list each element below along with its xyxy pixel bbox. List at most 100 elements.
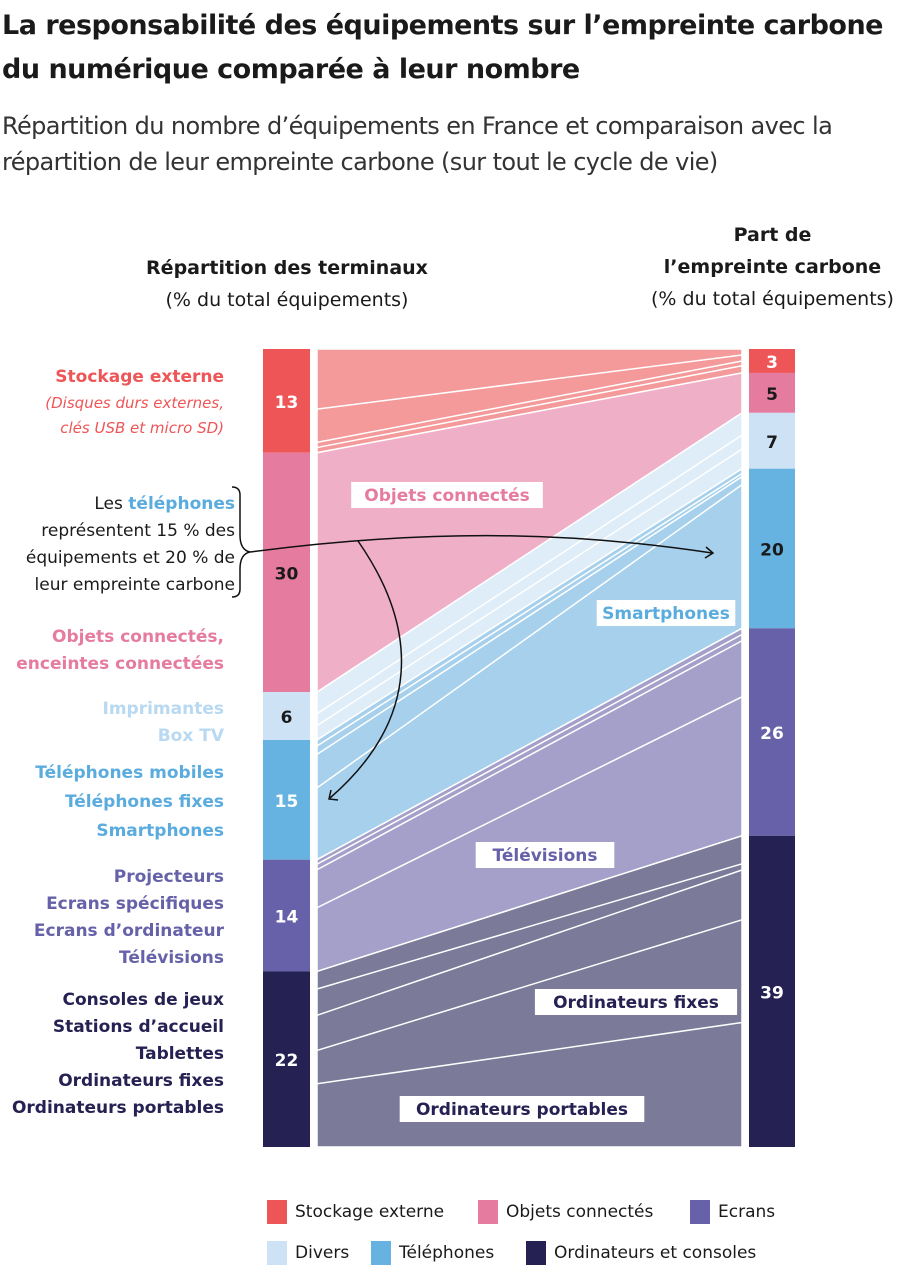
arrow-head-down-icon — [328, 789, 339, 801]
flow-divider — [316, 1021, 743, 1085]
left-header-title: Répartition des terminaux — [146, 257, 428, 279]
label-ecrans-1: Projecteurs — [113, 867, 224, 887]
label-telephones-1: Téléphones mobiles — [35, 763, 224, 783]
arrow-head-right-icon — [704, 546, 715, 559]
label-ordis-5: Ordinateurs portables — [11, 1098, 224, 1118]
right-bar-ecrans — [749, 628, 795, 836]
flow-divider — [316, 434, 743, 715]
left-bar-ecrans — [263, 859, 310, 972]
legend-swatch — [526, 1241, 546, 1265]
left-value-label-ecrans: 14 — [275, 908, 299, 928]
left-value-label-objets-connectes: 30 — [275, 564, 299, 584]
label-stockage-detail-1: (Disques durs externes, — [45, 394, 224, 412]
label-ordis-3: Tablettes — [135, 1044, 224, 1064]
left-bar-stockage-externe — [263, 349, 310, 453]
right-value-label-ordinateurs-et-consoles: 39 — [760, 983, 784, 1003]
right-bar-telephones — [749, 468, 795, 629]
legend-item-ecrans: Ecrans — [690, 1200, 775, 1224]
left-bar-ordinateurs-et-consoles — [263, 971, 310, 1147]
legend-item-telephones: Téléphones — [371, 1241, 494, 1265]
right-bar-objets-connectes — [749, 372, 795, 413]
flow-label-objets: Objets connectés — [351, 482, 543, 508]
chart-title: La responsabilité des équipements sur l’… — [2, 10, 884, 85]
right-value-label-stockage-externe: 3 — [766, 353, 778, 373]
right-value-label-divers: 7 — [766, 433, 778, 453]
flow-divider — [316, 863, 743, 990]
right-bar-divers — [749, 412, 795, 469]
flow-divider — [316, 448, 743, 727]
legend-item-stockage: Stockage externe — [267, 1200, 444, 1224]
left-value-label-telephones: 15 — [275, 792, 299, 812]
right-header-title-2: l’empreinte carbone — [663, 256, 882, 278]
flow-label-smartphones: Smartphones — [596, 600, 736, 626]
flow-divider — [316, 354, 743, 410]
arrow-to-equipment — [329, 540, 403, 799]
label-ordis: Consoles de jeux Stations d’accueil Tabl… — [12, 987, 224, 1122]
legend-swatch — [690, 1200, 710, 1224]
legend-label: Stockage externe — [295, 1202, 445, 1222]
label-objets-2: enceintes connectées — [16, 654, 224, 674]
label-telephones-3: Smartphones — [96, 821, 224, 841]
arrow-to-carbon — [249, 534, 713, 554]
legend-swatch — [371, 1241, 391, 1265]
flow-divider — [316, 360, 743, 444]
left-column-header: Répartition des terminaux (% du total éq… — [117, 252, 457, 316]
annotation-line-4: leur empreinte carbone — [34, 575, 235, 595]
label-divers-2: Box TV — [157, 726, 224, 746]
legend-label: Ecrans — [718, 1202, 776, 1222]
right-header-unit: (% du total équipements) — [651, 288, 894, 310]
left-bar-divers — [263, 692, 310, 741]
legend-swatch — [267, 1200, 287, 1224]
svg-text:Smartphones: Smartphones — [602, 604, 730, 624]
flow-divider — [316, 472, 743, 747]
right-value-label-objets-connectes: 5 — [766, 385, 778, 405]
right-header-title-1: Part de — [733, 224, 812, 246]
left-bar-telephones — [263, 740, 310, 860]
label-telephones-2: Téléphones fixes — [64, 792, 224, 812]
legend-item-divers: Divers — [267, 1241, 349, 1265]
flow-divider — [316, 476, 743, 756]
svg-text:Objets connectés: Objets connectés — [364, 486, 529, 506]
left-value-label-stockage-externe: 13 — [275, 393, 299, 413]
svg-text:Ordinateurs portables: Ordinateurs portables — [416, 1100, 628, 1120]
label-telephones: Téléphones mobiles Téléphones fixes Smar… — [35, 759, 224, 846]
flow-divider — [316, 633, 743, 865]
label-ecrans-3: Ecrans d’ordinateur — [33, 921, 224, 941]
right-value-label-telephones: 20 — [760, 541, 784, 561]
label-ecrans-4: Télévisions — [119, 948, 224, 968]
label-objets-1: Objets connectés, — [52, 627, 224, 647]
label-divers: Imprimantes Box TV — [103, 696, 224, 750]
left-value-label-divers: 6 — [281, 708, 293, 728]
right-column-header: Part de l’empreinte carbone (% du total … — [620, 219, 919, 315]
flow-label-ordis-fixes: Ordinateurs fixes — [534, 989, 738, 1015]
flow-label-televisions: Télévisions — [475, 842, 615, 868]
annotation-arrows — [231, 486, 715, 801]
svg-text:Ordinateurs fixes: Ordinateurs fixes — [553, 993, 719, 1013]
annotation-line-2: représentent 15 % des — [41, 521, 235, 541]
label-ordis-1: Consoles de jeux — [62, 990, 225, 1010]
label-ordis-4: Ordinateurs fixes — [58, 1071, 224, 1091]
label-stockage-detail-2: clés USB et micro SD) — [60, 419, 224, 437]
label-divers-1: Imprimantes — [102, 699, 224, 719]
left-header-unit: (% du total équipements) — [165, 289, 409, 311]
left-bar-objets-connectes — [263, 452, 310, 693]
legend-label: Téléphones — [399, 1243, 495, 1263]
flow-divider — [316, 640, 743, 871]
flow-label-ordis-portables: Ordinateurs portables — [399, 1096, 645, 1122]
annotation-highlight: téléphones — [128, 494, 235, 514]
label-ecrans-2: Ecrans spécifiques — [46, 894, 224, 914]
legend-item-objets: Objets connectés — [478, 1200, 653, 1224]
label-ecrans: Projecteurs Ecrans spécifiques Ecrans d’… — [34, 864, 224, 972]
right-value-label-ecrans: 26 — [760, 724, 784, 744]
flow-divider — [316, 696, 743, 909]
legend-item-ordis: Ordinateurs et consoles — [526, 1241, 756, 1265]
legend-label: Divers — [295, 1243, 350, 1263]
flow-divider — [316, 919, 743, 1052]
chart-subtitle: Répartition du nombre d’équipements en F… — [2, 112, 833, 176]
label-stockage-title: Stockage externe — [55, 367, 224, 387]
legend-swatch — [267, 1241, 287, 1265]
label-stockage: Stockage externe (Disques durs externes,… — [45, 364, 224, 441]
telephones-annotation: Les téléphones représentent 15 % des équ… — [0, 491, 235, 599]
legend-label: Ordinateurs et consoles — [554, 1243, 757, 1263]
